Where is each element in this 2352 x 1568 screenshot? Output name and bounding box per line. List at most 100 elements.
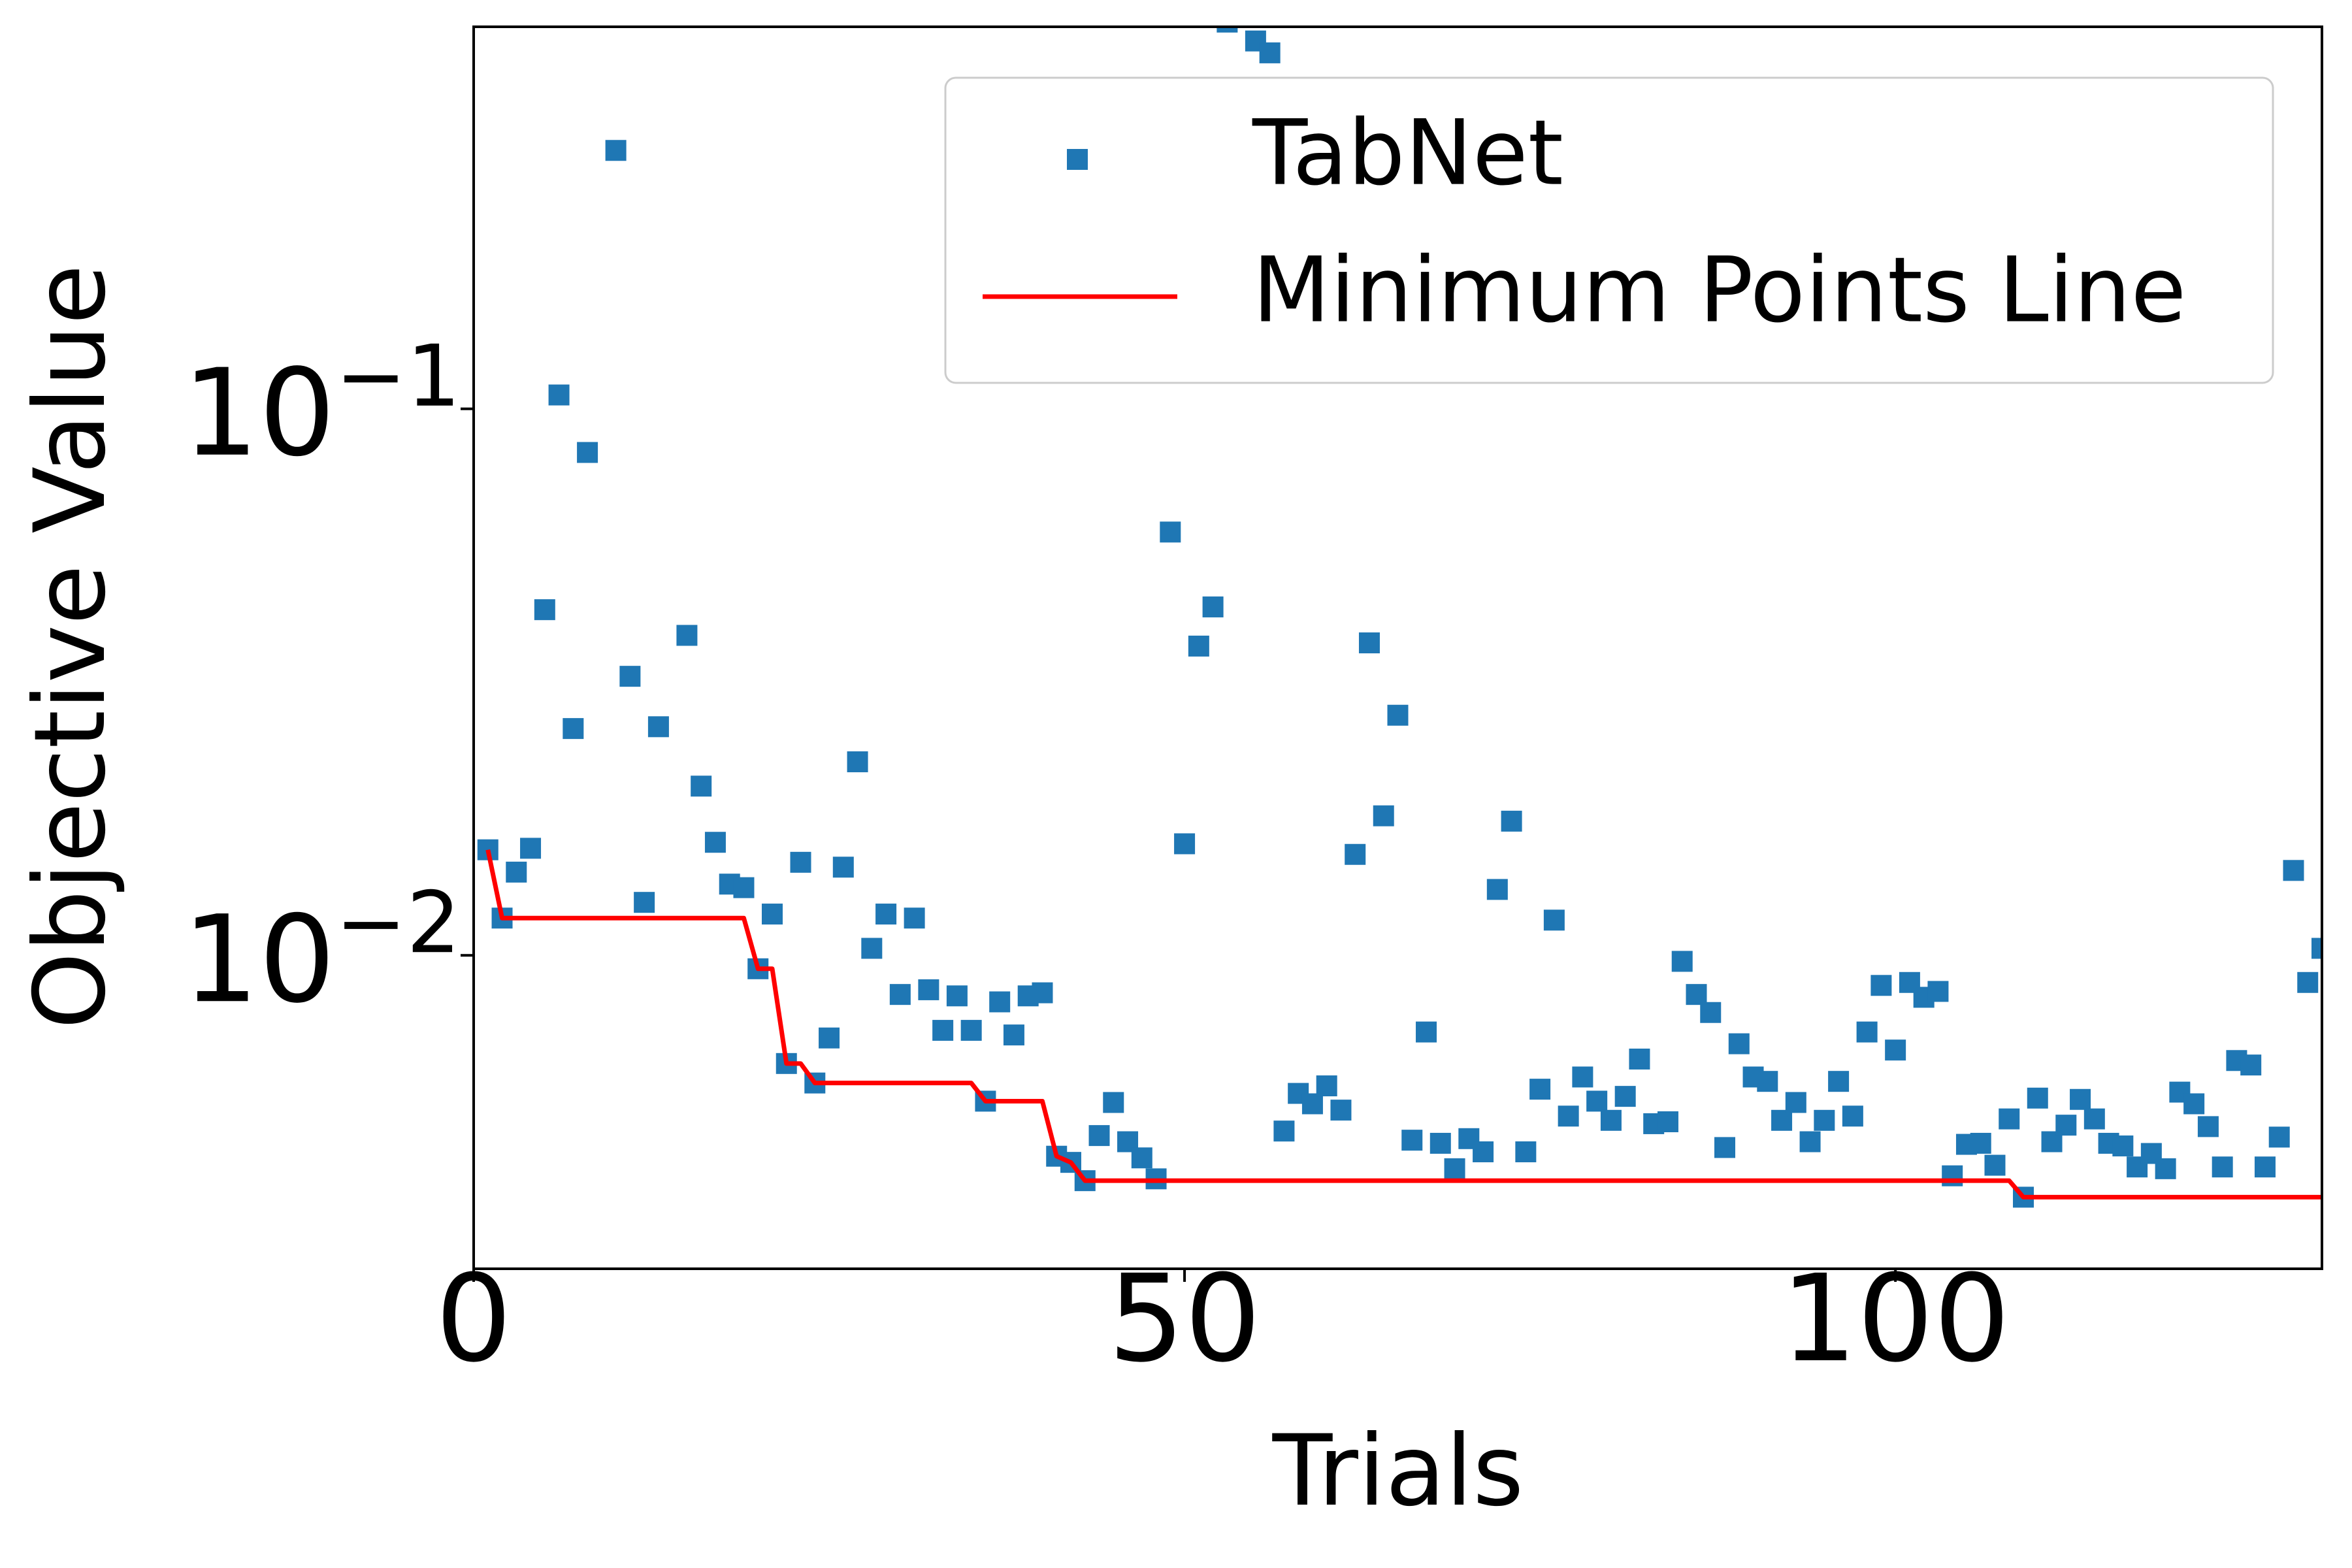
data-point <box>676 625 698 646</box>
data-point <box>1657 1111 1678 1132</box>
data-point <box>1174 833 1196 855</box>
data-point <box>1444 1158 1465 1179</box>
data-point <box>960 1020 982 1041</box>
data-point <box>1572 1066 1593 1088</box>
data-point <box>2027 1087 2048 1109</box>
data-point <box>1856 1021 1878 1043</box>
data-point <box>704 832 726 853</box>
data-point <box>2268 1126 2290 1148</box>
data-point <box>1600 1109 1622 1131</box>
data-point <box>1103 1092 1124 1113</box>
data-point <box>1330 1100 1352 1121</box>
data-point <box>619 666 641 687</box>
data-point <box>1842 1105 1863 1127</box>
data-point <box>2240 1054 2262 1076</box>
data-point <box>1316 1075 1337 1097</box>
data-point <box>832 857 854 878</box>
data-point <box>1387 704 1409 726</box>
data-point <box>1217 27 1238 33</box>
data-point <box>1785 1092 1806 1113</box>
data-point <box>1160 521 1181 543</box>
y-tick-exponent: −1 <box>335 327 461 426</box>
data-point <box>1301 1093 1323 1115</box>
data-point <box>1543 909 1565 931</box>
data-point <box>1501 810 1522 832</box>
plot-area <box>477 27 2322 1208</box>
data-point <box>847 751 868 773</box>
data-point <box>520 838 542 859</box>
data-point <box>1814 1109 1835 1131</box>
legend-label: TabNet <box>1252 101 1563 206</box>
data-point <box>563 718 584 740</box>
data-point <box>2070 1088 2091 1110</box>
y-tick-base: 10 <box>182 344 335 483</box>
data-point <box>1259 42 1281 63</box>
data-point <box>989 991 1011 1013</box>
data-point <box>1529 1079 1551 1100</box>
data-point <box>2155 1158 2176 1179</box>
data-point <box>1771 1109 1793 1131</box>
y-tick-label: 10−1 <box>182 327 461 483</box>
data-point <box>1799 1131 1821 1152</box>
data-point <box>1273 1120 1295 1142</box>
data-point <box>1970 1132 1991 1154</box>
data-point <box>1429 1132 1451 1154</box>
data-point <box>1416 1021 1437 1043</box>
x-tick-label: 100 <box>1781 1249 2010 1389</box>
data-point <box>1373 805 1394 826</box>
data-point <box>2311 938 2322 959</box>
data-point <box>1473 1141 1494 1163</box>
y-tick-base: 10 <box>182 890 335 1030</box>
data-point <box>647 716 669 738</box>
data-point <box>875 904 897 925</box>
data-point <box>1088 1125 1110 1147</box>
data-point <box>634 892 655 913</box>
y-tick-exponent: −2 <box>335 873 461 972</box>
data-point <box>1927 981 1949 1002</box>
data-point <box>1202 596 1224 617</box>
data-point <box>1586 1090 1608 1112</box>
data-point <box>1358 632 1380 653</box>
data-point <box>2055 1115 2077 1136</box>
x-tick-label: 50 <box>1108 1249 1261 1389</box>
data-point <box>1629 1049 1650 1070</box>
data-point <box>2183 1093 2205 1115</box>
data-point <box>1828 1071 1850 1092</box>
legend-box <box>944 76 2274 384</box>
data-point <box>1345 843 1366 865</box>
data-point <box>605 140 627 161</box>
data-point <box>1614 1086 1636 1107</box>
data-point <box>2283 860 2304 881</box>
data-point <box>1984 1154 2006 1176</box>
data-point <box>1999 1108 2020 1130</box>
data-point <box>1870 975 1892 996</box>
legend-label: Minimum Points Line <box>1252 238 2186 343</box>
legend: TabNet Minimum Points Line <box>944 76 2274 384</box>
x-tick-label: 0 <box>435 1249 512 1389</box>
data-point <box>2297 972 2319 993</box>
data-point <box>861 938 883 959</box>
data-point <box>548 384 570 406</box>
data-point <box>506 861 527 883</box>
data-point <box>1714 1137 1736 1158</box>
data-point <box>1401 1130 1423 1151</box>
data-point <box>904 907 925 929</box>
data-point <box>932 1020 954 1041</box>
data-point <box>1885 1039 1906 1061</box>
data-point <box>2212 1156 2233 1178</box>
data-point <box>691 776 712 797</box>
data-point <box>1515 1141 1537 1163</box>
data-point <box>1686 984 1707 1005</box>
data-point <box>761 904 783 925</box>
y-axis-label: Objective Value <box>14 265 127 1030</box>
data-point <box>2254 1156 2276 1178</box>
data-point <box>1728 1033 1750 1054</box>
data-point <box>946 985 968 1007</box>
data-point <box>889 984 911 1005</box>
data-point <box>534 599 555 621</box>
data-point <box>1671 951 1693 972</box>
data-point <box>2083 1108 2105 1130</box>
data-point <box>1131 1147 1152 1169</box>
data-line <box>485 849 2322 1200</box>
